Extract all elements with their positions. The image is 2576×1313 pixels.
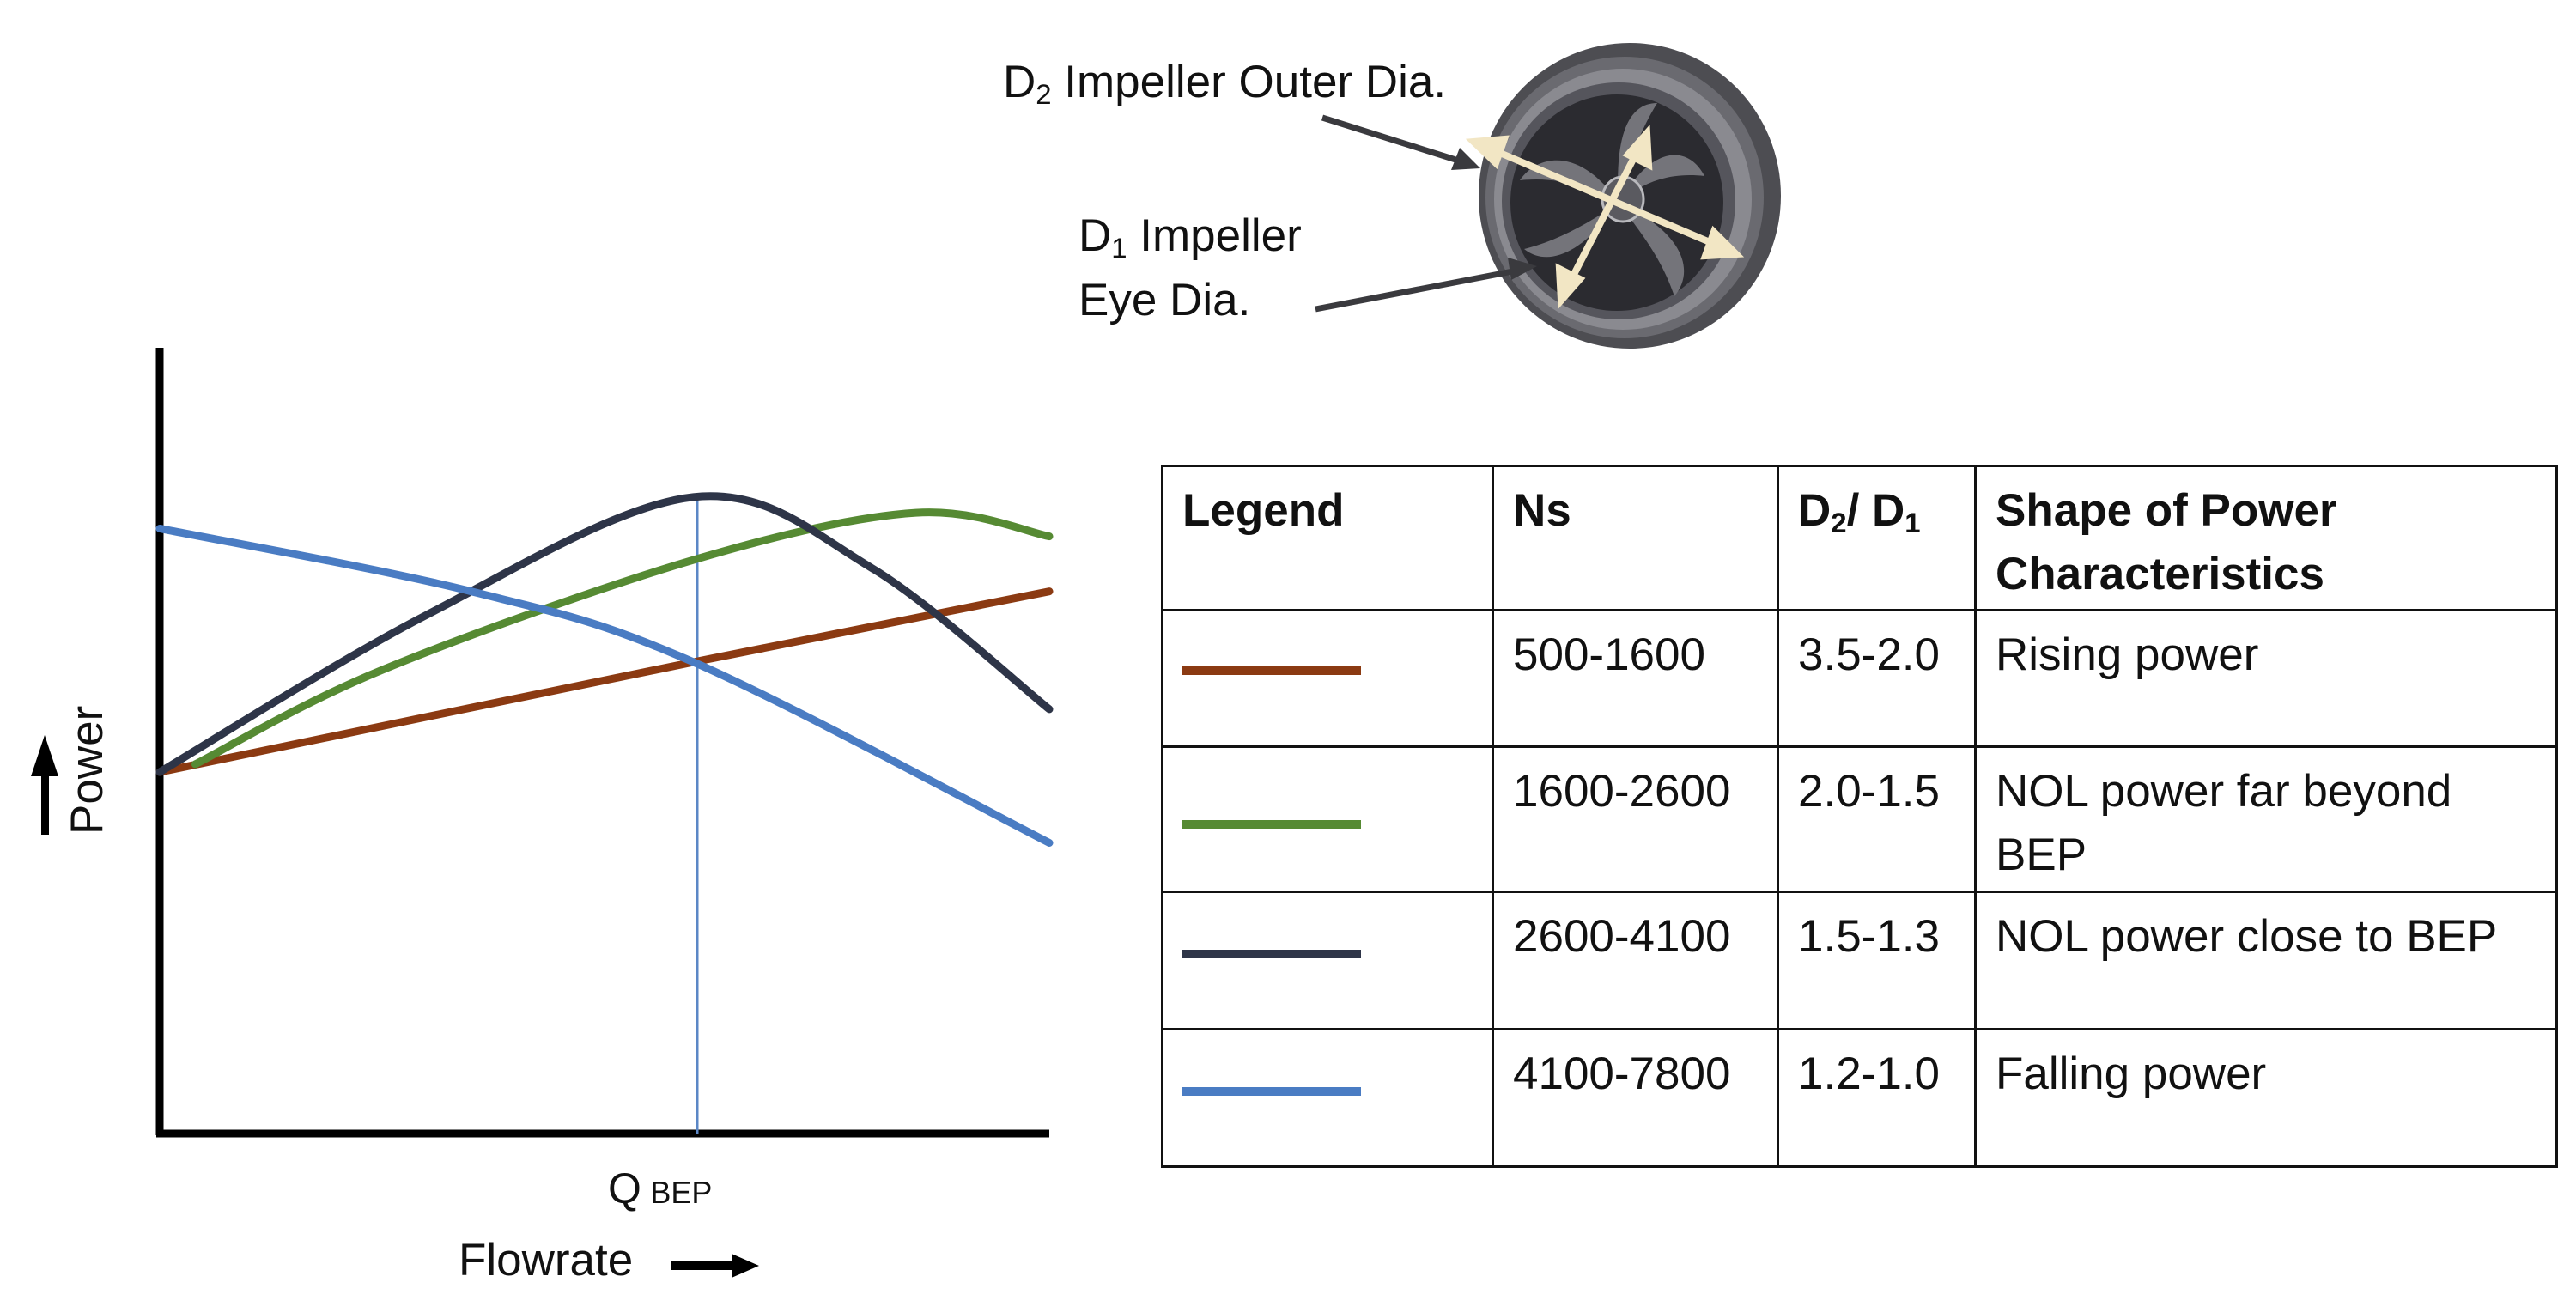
header-ratio-b: / D [1846, 485, 1905, 536]
header-ns: Ns [1492, 465, 1779, 611]
d2-text: Impeller Outer Dia. [1051, 57, 1447, 107]
header-legend: Legend [1161, 465, 1494, 611]
d1-label-line2: Eye Dia. [1078, 275, 1251, 325]
legend-cell [1161, 609, 1494, 748]
x-tick-label: Q BEP [608, 1164, 712, 1213]
shape-cell: Falling power [1974, 1028, 2558, 1168]
header-ratio-a-sub: 2 [1831, 507, 1847, 539]
ns-cell: 1600-2600 [1492, 745, 1779, 893]
shape-line1: Falling power [1996, 1049, 2267, 1099]
legend-cell [1161, 891, 1494, 1030]
d1-subscript: 1 [1111, 232, 1127, 264]
shape-line1: NOL power close to BEP [1996, 911, 2498, 962]
x-tick-main: Q [608, 1164, 641, 1213]
series-layer [155, 492, 1054, 847]
series-line-0 [155, 587, 1054, 776]
legend-table: Legend Ns D2/ D1 Shape of Power Character… [1161, 465, 2558, 1168]
table-row: 2600-4100 1.5-1.3 NOL power close to BEP [1161, 891, 2558, 1030]
shape-cell: Rising power [1974, 609, 2558, 748]
header-ratio: D2/ D1 [1777, 465, 1977, 611]
ns-cell: 4100-7800 [1492, 1028, 1779, 1168]
legend-swatch [1182, 950, 1361, 958]
legend-cell [1161, 745, 1494, 893]
impeller-illustration [1315, 43, 1781, 349]
ratio-cell: 3.5-2.0 [1777, 609, 1977, 748]
legend-swatch [1182, 1087, 1361, 1096]
legend-cell [1161, 1028, 1494, 1168]
header-ratio-b-sub: 1 [1905, 507, 1921, 539]
ratio-cell: 2.0-1.5 [1777, 745, 1977, 893]
shape-line1: NOL power far beyond [1996, 766, 2452, 817]
d1-label: D1 Impeller [1078, 210, 1302, 274]
x-axis-arrow-icon [671, 1254, 759, 1278]
legend-swatch [1182, 666, 1361, 675]
ratio-cell: 1.5-1.3 [1777, 891, 1977, 1030]
table-row: 500-1600 3.5-2.0 Rising power [1161, 609, 2558, 748]
d2-label: D2 Impeller Outer Dia. [1003, 57, 1446, 120]
ns-cell: 500-1600 [1492, 609, 1779, 748]
header-shape-line1: Shape of Power [1996, 485, 2337, 536]
header-ratio-a: D [1798, 485, 1832, 536]
ratio-cell: 1.2-1.0 [1777, 1028, 1977, 1168]
shape-cell: NOL power far beyond BEP [1974, 745, 2558, 893]
d2-symbol: D [1003, 57, 1036, 107]
table-header-row: Legend Ns D2/ D1 Shape of Power Character… [1161, 465, 2558, 611]
ns-cell: 2600-4100 [1492, 891, 1779, 1030]
header-shape-line2: Characteristics [1996, 549, 2324, 599]
d2-subscript: 2 [1036, 78, 1052, 111]
table-row: 4100-7800 1.2-1.0 Falling power [1161, 1028, 2558, 1168]
series-line-3 [155, 524, 1054, 847]
x-tick-sub: BEP [650, 1175, 712, 1210]
shape-line1: Rising power [1996, 629, 2259, 680]
series-line-2 [155, 492, 1054, 776]
d1-text: Impeller [1127, 210, 1302, 261]
series-line-1 [191, 508, 1054, 769]
shape-line2: BEP [1996, 830, 2087, 880]
table-row: 1600-2600 2.0-1.5 NOL power far beyond BE… [1161, 745, 2558, 893]
d1-symbol: D [1078, 210, 1112, 261]
x-axis-label: Flowrate [459, 1235, 633, 1286]
y-axis-arrow-icon [31, 735, 58, 835]
shape-cell: NOL power close to BEP [1974, 891, 2558, 1030]
legend-swatch [1182, 820, 1361, 829]
y-axis-label: Power [62, 706, 112, 835]
header-shape: Shape of Power Characteristics [1974, 465, 2558, 611]
